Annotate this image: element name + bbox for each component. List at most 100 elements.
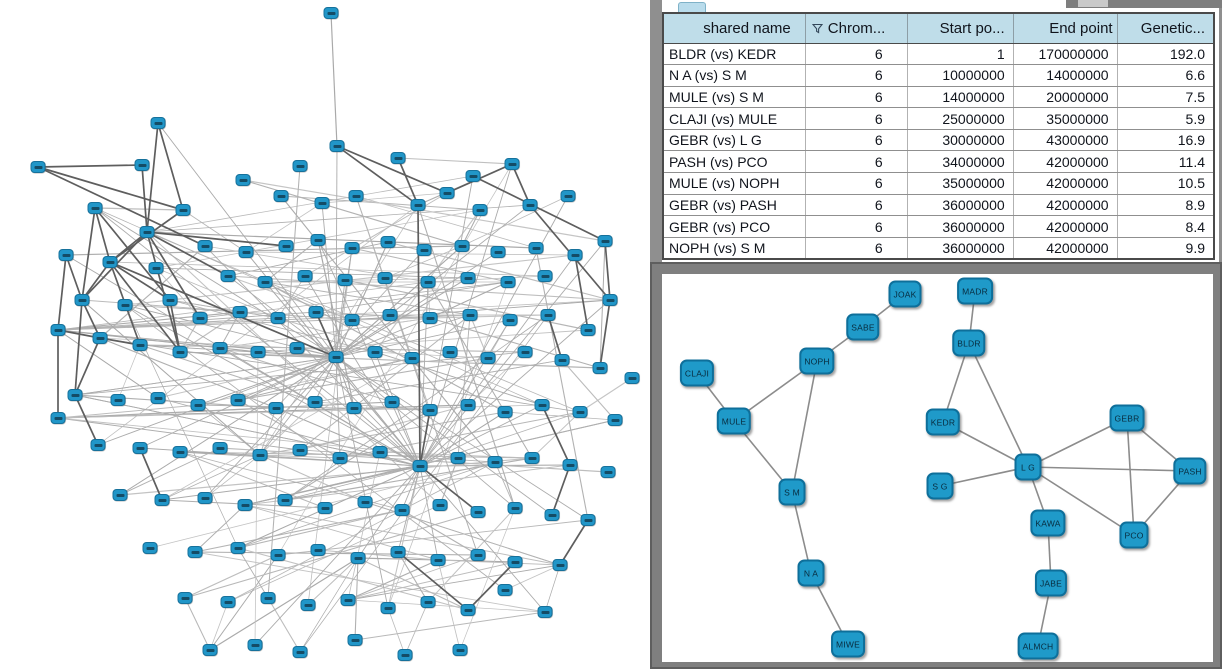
- network-node-joak[interactable]: JOAK: [888, 280, 922, 308]
- overview-node[interactable]: [507, 556, 523, 568]
- table-row[interactable]: MULE (vs) NOPH 6 35000000 42000000 10.5: [663, 172, 1215, 195]
- overview-node[interactable]: [416, 244, 432, 256]
- overview-node[interactable]: [597, 235, 613, 247]
- overview-node[interactable]: [390, 546, 406, 558]
- overview-node[interactable]: [540, 309, 556, 321]
- overview-node[interactable]: [150, 392, 166, 404]
- overview-node[interactable]: [247, 639, 263, 651]
- overview-node[interactable]: [142, 542, 158, 554]
- overview-node[interactable]: [554, 354, 570, 366]
- overview-node[interactable]: [177, 592, 193, 604]
- network-node-bldr[interactable]: BLDR: [952, 329, 986, 357]
- overview-node[interactable]: [357, 496, 373, 508]
- overview-node[interactable]: [624, 372, 640, 384]
- overview-node[interactable]: [232, 306, 248, 318]
- overview-node[interactable]: [528, 242, 544, 254]
- overview-node[interactable]: [480, 352, 496, 364]
- network-node-almch[interactable]: ALMCH: [1017, 632, 1059, 660]
- overview-node[interactable]: [134, 159, 150, 171]
- overview-node[interactable]: [292, 444, 308, 456]
- overview-node[interactable]: [420, 596, 436, 608]
- table-row[interactable]: N A (vs) S M 6 10000000 14000000 6.6: [663, 64, 1215, 87]
- overview-node[interactable]: [572, 406, 588, 418]
- overview-node[interactable]: [422, 312, 438, 324]
- overview-node[interactable]: [148, 262, 164, 274]
- overview-node[interactable]: [517, 346, 533, 358]
- overview-node[interactable]: [600, 466, 616, 478]
- overview-node[interactable]: [187, 546, 203, 558]
- overview-node[interactable]: [117, 299, 133, 311]
- network-node-noph[interactable]: NOPH: [799, 347, 835, 375]
- overview-node[interactable]: [252, 449, 268, 461]
- column-header-4[interactable]: End point: [1013, 13, 1118, 44]
- network-node-jabe[interactable]: JABE: [1034, 569, 1068, 597]
- column-header-1[interactable]: shared name: [663, 13, 806, 44]
- overview-node[interactable]: [350, 552, 366, 564]
- overview-node[interactable]: [472, 204, 488, 216]
- overview-node[interactable]: [348, 190, 364, 202]
- overview-node[interactable]: [567, 249, 583, 261]
- horizontal-scrollbar[interactable]: [1066, 0, 1222, 8]
- overview-node[interactable]: [454, 240, 470, 252]
- overview-node[interactable]: [607, 414, 623, 426]
- overview-node[interactable]: [172, 346, 188, 358]
- overview-node[interactable]: [212, 342, 228, 354]
- overview-node[interactable]: [112, 489, 128, 501]
- overview-network-panel[interactable]: [0, 0, 650, 669]
- overview-node[interactable]: [277, 494, 293, 506]
- overview-node[interactable]: [460, 399, 476, 411]
- overview-node[interactable]: [308, 306, 324, 318]
- overview-node[interactable]: [300, 599, 316, 611]
- overview-node[interactable]: [230, 542, 246, 554]
- overview-node[interactable]: [544, 509, 560, 521]
- network-node-l-g[interactable]: L G: [1014, 453, 1042, 481]
- column-header-5[interactable]: Genetic...: [1117, 13, 1215, 44]
- overview-node[interactable]: [504, 158, 520, 170]
- overview-node[interactable]: [372, 446, 388, 458]
- overview-node[interactable]: [394, 504, 410, 516]
- overview-node[interactable]: [377, 272, 393, 284]
- overview-node[interactable]: [439, 187, 455, 199]
- overview-node[interactable]: [384, 396, 400, 408]
- overview-node[interactable]: [524, 452, 540, 464]
- overview-node[interactable]: [442, 346, 458, 358]
- overview-node[interactable]: [452, 644, 468, 656]
- overview-node[interactable]: [382, 309, 398, 321]
- overview-node[interactable]: [420, 276, 436, 288]
- overview-node[interactable]: [537, 270, 553, 282]
- overview-node[interactable]: [230, 394, 246, 406]
- column-header-2[interactable]: Chrom...: [805, 13, 908, 44]
- column-header-3[interactable]: Start po...: [907, 13, 1014, 44]
- overview-node[interactable]: [397, 649, 413, 661]
- overview-node[interactable]: [460, 272, 476, 284]
- overview-node[interactable]: [462, 309, 478, 321]
- overview-node[interactable]: [50, 324, 66, 336]
- overview-node[interactable]: [507, 502, 523, 514]
- overview-node[interactable]: [404, 352, 420, 364]
- overview-node[interactable]: [292, 160, 308, 172]
- detail-network-canvas[interactable]: JOAK SABE NOPH CLAJI MULE S M N A MIWE MADR BLDR K…: [662, 274, 1213, 662]
- overview-node[interactable]: [328, 351, 344, 363]
- network-node-gebr[interactable]: GEBR: [1109, 404, 1145, 432]
- overview-node[interactable]: [346, 402, 362, 414]
- edge-attribute-table[interactable]: shared name Chrom... Start po... End point G…: [662, 12, 1215, 260]
- overview-node[interactable]: [190, 399, 206, 411]
- overview-node[interactable]: [560, 190, 576, 202]
- overview-node[interactable]: [380, 236, 396, 248]
- overview-node[interactable]: [162, 294, 178, 306]
- network-node-claji[interactable]: CLAJI: [679, 359, 715, 387]
- overview-node[interactable]: [197, 492, 213, 504]
- filter-funnel-icon[interactable]: [811, 23, 823, 34]
- overview-node[interactable]: [592, 362, 608, 374]
- overview-node[interactable]: [497, 584, 513, 596]
- network-node-madr[interactable]: MADR: [957, 277, 993, 305]
- overview-node[interactable]: [522, 199, 538, 211]
- overview-node[interactable]: [257, 276, 273, 288]
- overview-node[interactable]: [430, 554, 446, 566]
- overview-node[interactable]: [340, 594, 356, 606]
- network-node-pco[interactable]: PCO: [1119, 521, 1149, 549]
- overview-node[interactable]: [30, 161, 46, 173]
- overview-node[interactable]: [580, 514, 596, 526]
- network-node-pash[interactable]: PASH: [1173, 457, 1207, 485]
- overview-node[interactable]: [220, 596, 236, 608]
